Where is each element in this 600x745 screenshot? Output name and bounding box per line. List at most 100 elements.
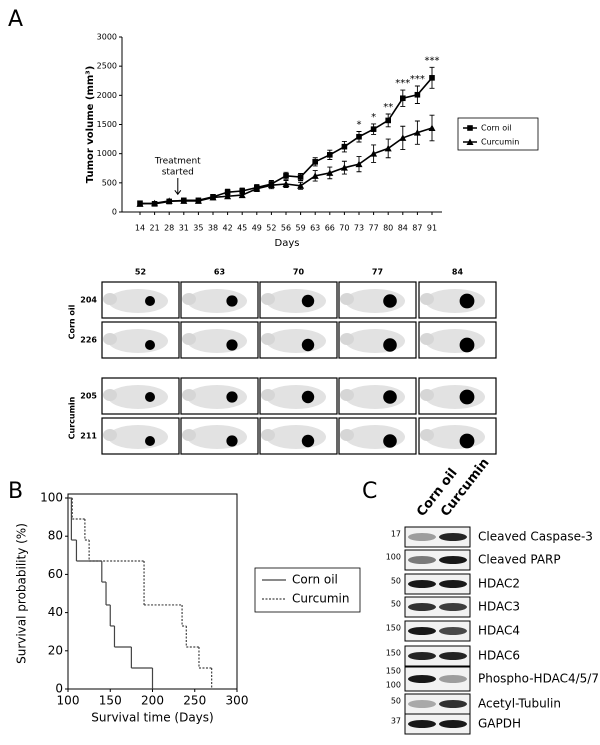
x-tick-label: 56 [281, 224, 291, 233]
mouse-body [425, 329, 485, 353]
mouse-head [182, 389, 196, 401]
mouse-head [103, 293, 117, 305]
mouse-id: 204 [80, 296, 97, 305]
marker [297, 182, 305, 189]
mouse-head [182, 429, 196, 441]
marker [467, 125, 473, 131]
band [408, 652, 436, 660]
x-tick-label: 14 [135, 224, 145, 233]
marker [238, 191, 246, 199]
mw-marker: 37 [391, 717, 401, 726]
band [439, 700, 467, 708]
x-tick-label: 150 [99, 694, 122, 708]
mw-marker: 17 [391, 530, 401, 539]
mouse-head [340, 333, 354, 345]
marker [414, 91, 421, 98]
marker [194, 197, 202, 204]
panel-label: A [8, 7, 23, 32]
marker [370, 126, 377, 132]
protein-label: Phospho-HDAC4/5/7 [478, 672, 599, 686]
blot-strip [404, 573, 471, 595]
band [408, 603, 436, 611]
y-axis-title: Tumor volume (mm³) [85, 66, 96, 184]
band [408, 580, 436, 588]
y-tick-label: 0 [55, 682, 63, 696]
tumor [459, 293, 475, 309]
marker [326, 169, 334, 176]
legend-label: Curcumin [481, 138, 519, 147]
x-tick-label: 73 [354, 224, 364, 233]
marker [165, 197, 173, 204]
mouse-head [420, 389, 434, 401]
mouse-head [340, 429, 354, 441]
mouse-body [266, 289, 326, 313]
x-tick-label: 38 [208, 224, 218, 233]
band [408, 533, 436, 541]
marker [209, 193, 217, 201]
mouse-body [108, 385, 168, 409]
mw-marker: 100 [386, 553, 401, 562]
mouse-body [187, 385, 247, 409]
marker [239, 188, 245, 194]
significance-label: * [371, 112, 376, 123]
mouse-body [108, 329, 168, 353]
x-tick-label: 70 [339, 224, 349, 233]
tumor [383, 294, 397, 308]
tumor [226, 295, 238, 307]
marker [297, 174, 304, 180]
mouse-body [425, 385, 485, 409]
marker [312, 159, 318, 165]
marker [370, 150, 378, 157]
day-label: 70 [293, 268, 305, 277]
significance-label: *** [410, 74, 425, 85]
marker [327, 152, 333, 158]
mouse-head [182, 333, 196, 345]
significance-label: ** [383, 102, 393, 113]
protein-label: GAPDH [478, 717, 521, 731]
x-tick-label: 35 [193, 224, 203, 233]
tumor [301, 434, 315, 448]
x-tick-label: 200 [141, 694, 164, 708]
x-tick-label: 28 [164, 224, 174, 233]
legend-label: Corn oil [292, 573, 338, 587]
mouse-body [108, 289, 168, 313]
band [439, 652, 467, 660]
x-axis-title: Survival time (Days) [91, 711, 213, 725]
annotation: started [162, 168, 194, 178]
y-tick-label: 1500 [97, 120, 117, 129]
mw-marker: 50 [391, 577, 401, 586]
legend-box [457, 117, 539, 151]
group-label: Corn oil [68, 304, 77, 339]
mouse-head [420, 293, 434, 305]
marker [340, 164, 348, 171]
x-tick-label: 45 [237, 224, 247, 233]
mouse-head [420, 429, 434, 441]
y-tick-label: 60 [48, 567, 63, 581]
mw-marker: 50 [391, 697, 401, 706]
mouse-body [266, 385, 326, 409]
legend-label: Corn oil [481, 124, 512, 133]
tumor [301, 338, 315, 352]
tumor [226, 391, 238, 403]
mouse-body [266, 425, 326, 449]
x-tick-label: 42 [223, 224, 233, 233]
band [439, 627, 467, 635]
day-label: 84 [452, 268, 464, 277]
marker [384, 144, 392, 152]
band [439, 720, 467, 728]
mouse-head [261, 429, 275, 441]
marker [282, 180, 290, 187]
annotation: Treatment [154, 157, 201, 167]
x-tick-label: 66 [325, 224, 335, 233]
mouse-body [108, 425, 168, 449]
mouse-body [425, 425, 485, 449]
mw-marker: 150 [386, 667, 401, 676]
x-axis-title: Days [275, 238, 300, 249]
significance-label: *** [395, 78, 410, 89]
tumor [301, 390, 315, 404]
protein-label: HDAC3 [478, 600, 520, 614]
band [439, 533, 467, 541]
tumor [301, 294, 315, 308]
x-tick-label: 300 [226, 694, 249, 708]
